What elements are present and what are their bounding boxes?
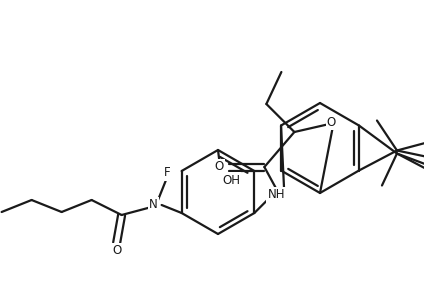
Text: N: N [149,198,158,212]
Text: O: O [327,116,336,129]
Text: NH: NH [268,189,285,201]
Text: O: O [112,244,121,258]
Text: OH: OH [222,173,240,187]
Text: O: O [215,161,224,173]
Text: F: F [165,166,171,180]
